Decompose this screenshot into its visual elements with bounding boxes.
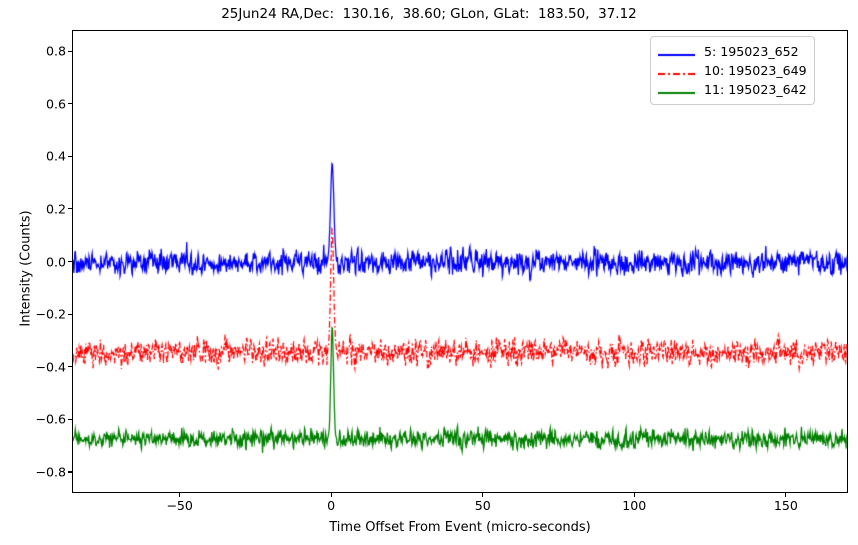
legend-line-swatch-icon bbox=[658, 46, 695, 61]
legend-entry[interactable]: 11: 195023_642 bbox=[658, 80, 807, 99]
legend-entry-label: 10: 195023_649 bbox=[704, 63, 807, 78]
x-tick-label: −50 bbox=[166, 498, 193, 513]
y-tick-label: −0.2 bbox=[35, 306, 66, 322]
plot-axes-area bbox=[72, 30, 848, 493]
y-tick-mark bbox=[68, 103, 72, 105]
y-tick-mark bbox=[68, 50, 72, 52]
legend-line-swatch-icon bbox=[658, 65, 695, 80]
x-tick-label: 50 bbox=[474, 498, 491, 513]
y-tick-mark bbox=[68, 261, 72, 263]
legend-box: 5: 195023_652 10: 195023_649 11: 195023_64… bbox=[650, 36, 815, 105]
y-tick-label: 0.8 bbox=[45, 43, 66, 59]
series-plot-canvas bbox=[73, 31, 847, 492]
legend-line-swatch-icon bbox=[658, 84, 695, 99]
x-tick-mark bbox=[785, 493, 787, 497]
x-tick-mark bbox=[330, 493, 332, 497]
legend-entry-label: 11: 195023_642 bbox=[704, 82, 807, 97]
y-tick-mark bbox=[68, 208, 72, 210]
x-tick-label: 150 bbox=[773, 498, 798, 513]
y-tick-label: 0.4 bbox=[45, 148, 66, 164]
y-tick-label: 0.2 bbox=[45, 201, 66, 217]
legend-entry[interactable]: 5: 195023_652 bbox=[658, 42, 807, 61]
x-tick-mark bbox=[482, 493, 484, 497]
y-axis-label: Intensity (Counts) bbox=[18, 210, 34, 327]
y-tick-label: −0.8 bbox=[35, 464, 66, 480]
y-tick-label: −0.4 bbox=[35, 359, 66, 375]
y-tick-mark bbox=[68, 366, 72, 368]
page-title: 25Jun24 RA,Dec: 130.16, 38.60; GLon, GLa… bbox=[221, 6, 637, 22]
x-tick-label: 0 bbox=[327, 498, 336, 513]
y-tick-mark bbox=[68, 418, 72, 420]
y-tick-mark bbox=[68, 313, 72, 315]
y-tick-label: 0.0 bbox=[45, 254, 66, 269]
legend-entry-label: 5: 195023_652 bbox=[704, 44, 799, 59]
legend-entry[interactable]: 10: 195023_649 bbox=[658, 61, 807, 80]
y-tick-mark bbox=[68, 471, 72, 473]
y-tick-label: −0.6 bbox=[35, 411, 66, 427]
x-axis-label: Time Offset From Event (micro-seconds) bbox=[329, 520, 591, 535]
y-tick-mark bbox=[68, 155, 72, 157]
x-tick-mark bbox=[633, 493, 635, 497]
y-tick-label: 0.6 bbox=[45, 96, 66, 112]
x-tick-mark bbox=[179, 493, 181, 497]
x-tick-label: 100 bbox=[622, 498, 647, 513]
